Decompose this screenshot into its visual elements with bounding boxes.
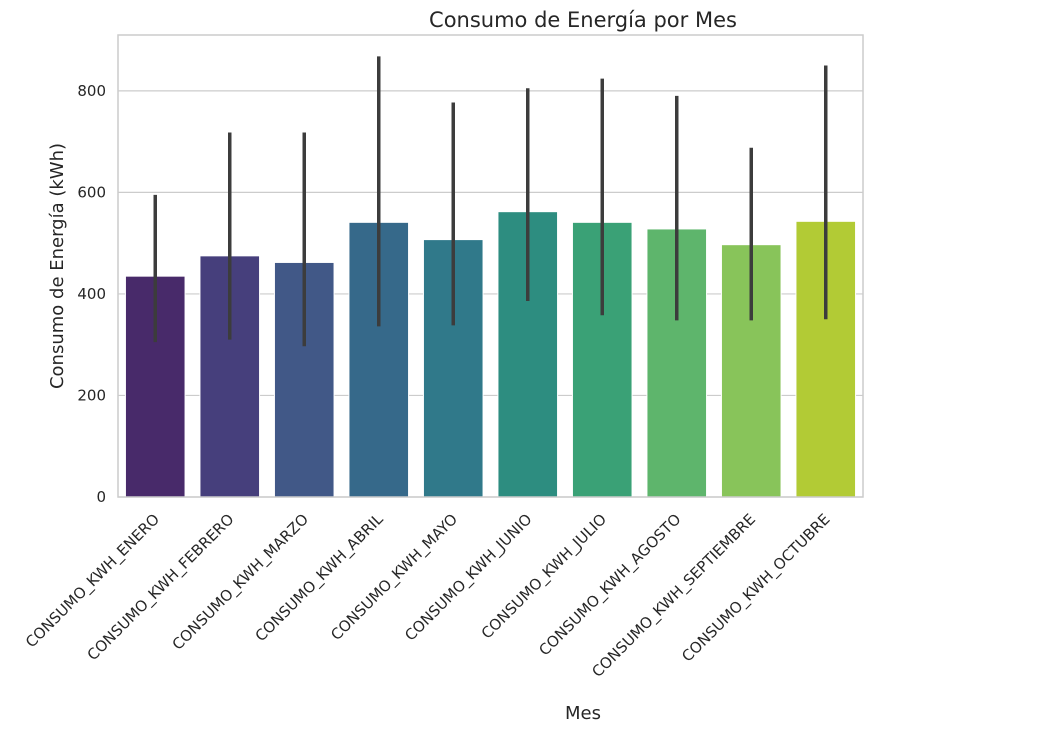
y-tick-label: 400 <box>77 285 106 303</box>
y-tick-label: 200 <box>77 386 106 404</box>
x-tick-label: CONSUMO_KWH_ABRIL <box>252 510 388 646</box>
chart-title: Consumo de Energía por Mes <box>429 8 737 32</box>
x-tick-label: CONSUMO_KWH_ENERO <box>22 510 164 652</box>
y-tick-label: 600 <box>77 183 106 201</box>
y-tick-labels: 0 200 400 600 800 <box>77 82 106 506</box>
x-tick-label: CONSUMO_KWH_OCTUBRE <box>678 510 834 666</box>
x-axis-label: Mes <box>565 703 601 724</box>
x-tick-label: CONSUMO_KWH_MAYO <box>327 510 462 645</box>
y-tick-label: 800 <box>77 82 106 100</box>
x-tick-label: CONSUMO_KWH_FEBRERO <box>84 510 239 665</box>
y-tick-label: 0 <box>96 488 106 506</box>
x-tick-label: CONSUMO_KWH_AGOSTO <box>535 510 685 660</box>
plot-frame <box>117 34 864 498</box>
x-tick-labels: CONSUMO_KWH_ENEROCONSUMO_KWH_FEBREROCONS… <box>22 510 834 682</box>
y-axis-label: Consumo de Energía (kWh) <box>47 143 68 389</box>
error-bars <box>153 56 828 347</box>
x-tick-label: CONSUMO_KWH_JUNIO <box>401 510 536 645</box>
bars <box>124 211 857 498</box>
x-tick-label: CONSUMO_KWH_JULIO <box>478 510 611 643</box>
x-tick-label: CONSUMO_KWH_MARZO <box>169 510 313 654</box>
